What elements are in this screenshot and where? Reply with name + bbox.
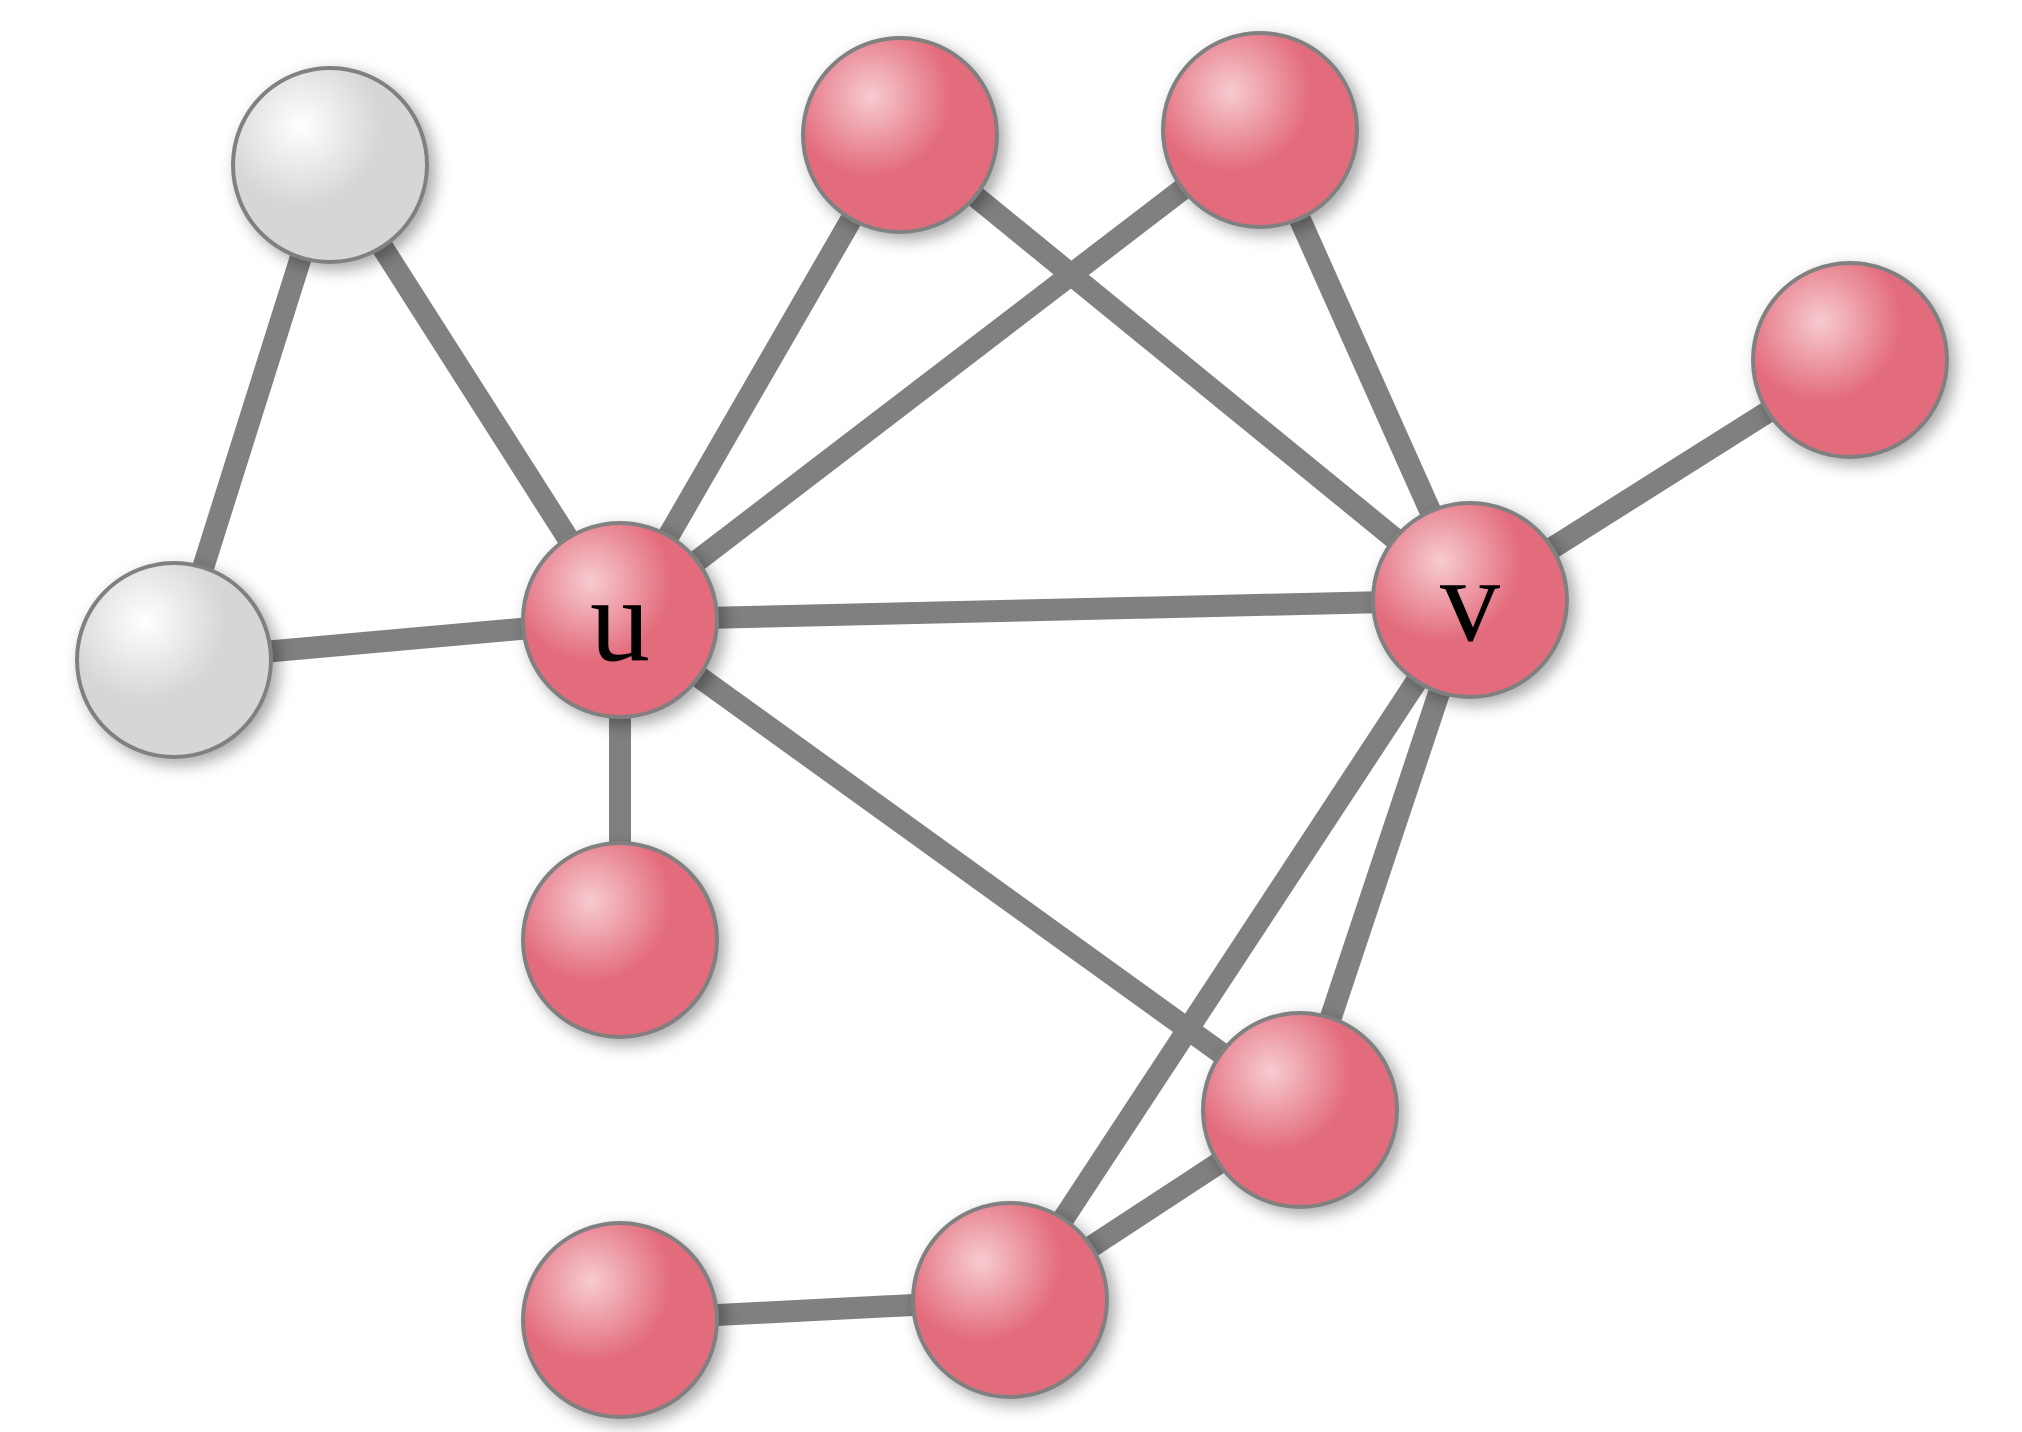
node-v: v bbox=[1373, 503, 1567, 697]
node bbox=[803, 38, 997, 232]
node-label: v bbox=[1440, 534, 1500, 667]
network-graph: uv bbox=[0, 0, 2022, 1432]
node bbox=[523, 1223, 717, 1417]
node bbox=[1163, 33, 1357, 227]
node bbox=[1203, 1013, 1397, 1207]
node bbox=[1753, 263, 1947, 457]
node-u: u bbox=[523, 523, 717, 717]
node bbox=[233, 68, 427, 262]
node bbox=[913, 1203, 1107, 1397]
node bbox=[77, 563, 271, 757]
node-label: u bbox=[590, 554, 650, 687]
node bbox=[523, 843, 717, 1037]
